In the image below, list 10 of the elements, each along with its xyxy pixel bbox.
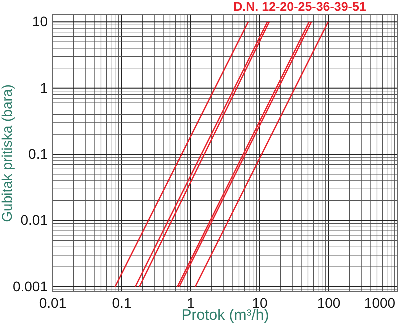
x-tick-label: 1000 xyxy=(364,294,396,311)
y-tick-label: 0.1 xyxy=(28,146,48,162)
x-tick-label: 100 xyxy=(317,294,341,311)
y-tick-label: 1 xyxy=(40,80,48,96)
y-tick-label: 0.01 xyxy=(20,212,48,228)
x-tick-label: 0.1 xyxy=(112,294,132,311)
y-tick-label: 10 xyxy=(32,14,48,30)
y-tick-label: 0.001 xyxy=(12,278,48,294)
y-axis-title: Gubitak pritiska (bara) xyxy=(0,84,15,222)
text: D.N. 12-20-25-36-39-51 xyxy=(234,0,366,14)
